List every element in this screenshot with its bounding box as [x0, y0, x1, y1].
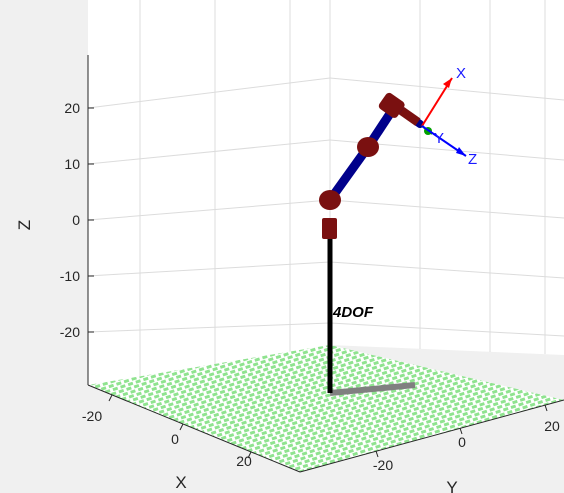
- base-joint: [322, 218, 337, 239]
- axes-back-wall-right: [330, 0, 564, 355]
- x-ticks: [108, 394, 252, 459]
- frame-x-arrowhead: [443, 78, 452, 88]
- link-1: [325, 142, 373, 205]
- y-tick-mark: [544, 404, 548, 412]
- y-ticks: [375, 404, 548, 458]
- wrist-joint: [378, 92, 405, 118]
- frame-z-label: Z: [468, 151, 477, 168]
- frame-z-arrowhead: [456, 147, 466, 156]
- z-tick-label: 0: [72, 212, 80, 228]
- y-tick-label: -20: [373, 457, 393, 473]
- base-shadow: [329, 382, 416, 396]
- frame-x-label: X: [456, 65, 466, 82]
- grid-line: [329, 261, 564, 279]
- y-tick-mark: [375, 450, 379, 458]
- frame-y-label: Y: [434, 130, 444, 147]
- grid-line: [329, 322, 564, 337]
- y-tick-mark: [459, 427, 463, 435]
- z-axis-label: Z: [15, 220, 34, 230]
- z-tick-label: 10: [64, 156, 80, 172]
- z-ticks: [88, 107, 94, 333]
- z-tick-label: 20: [64, 100, 80, 116]
- x-axis-label: X: [175, 473, 186, 492]
- elbow-joint: [357, 137, 379, 157]
- z-tick-label: -10: [60, 268, 80, 284]
- y-tick-label: 0: [458, 434, 466, 450]
- grid-line: [329, 77, 564, 101]
- gridlines: [87, 0, 564, 376]
- y-axis-line: [299, 399, 564, 473]
- shoulder-joint: [319, 190, 341, 210]
- y-tick-label: 20: [544, 418, 560, 434]
- robot-name-label: 4DOF: [332, 304, 374, 321]
- x-tick-label: -20: [82, 408, 102, 424]
- x-tick-label: 0: [171, 431, 179, 447]
- x-tick-mark: [247, 451, 252, 459]
- x-axis-line: [87, 384, 301, 473]
- x-tick-mark: [108, 394, 113, 402]
- x-tick-label: 20: [236, 453, 252, 469]
- x-tick-mark: [179, 423, 184, 431]
- z-tick-label: -20: [60, 324, 80, 340]
- y-axis-label: Y: [446, 478, 457, 493]
- axes-back-wall-left: [88, 0, 330, 385]
- grid-line: [329, 199, 564, 219]
- floor-plane: [88, 345, 564, 472]
- end-effector: [398, 106, 421, 126]
